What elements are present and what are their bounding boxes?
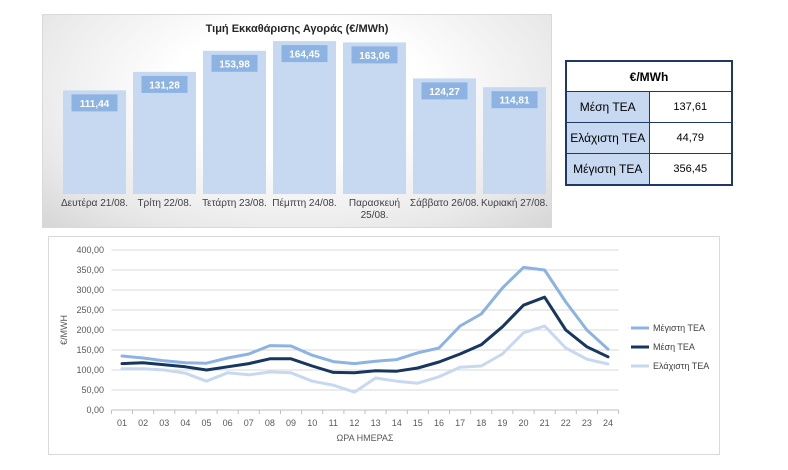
bar-category-label: Τρίτη 22/08.	[137, 198, 192, 209]
bar	[203, 50, 266, 194]
x-tick-label: 01	[117, 418, 127, 428]
y-tick-label: 50,00	[81, 385, 104, 395]
bar-category-label: Δευτέρα 21/08.	[60, 198, 129, 209]
table-row: Μέση ΤΕΑ 137,61	[565, 91, 733, 123]
bar	[343, 42, 406, 195]
stats-table-header: €/MWh	[565, 60, 733, 92]
y-tick-label: 100,00	[76, 365, 104, 375]
stats-label-max: Μέγιστη ΤΕΑ	[565, 153, 650, 186]
line-chart-plot: 0,00 50,00 100,00 150,00 200,00 250,00 300,00 3…	[59, 245, 709, 443]
bar-value-label: 164,45	[289, 50, 320, 61]
bar-value-label: 153,98	[219, 59, 250, 70]
bar-category-label: Παρασκευή 25/08.	[348, 198, 401, 221]
table-row: Ελάχιστη ΤΕΑ 44,79	[565, 122, 733, 154]
y-tick-label: 400,00	[76, 245, 104, 255]
y-tick-label: 150,00	[76, 345, 104, 355]
bar-value-label-box	[421, 82, 468, 100]
bar-category-label: Σάββατο 26/08.	[409, 198, 480, 209]
x-tick-label: 06	[223, 418, 233, 428]
legend-label: Μέση ΤΕΑ	[653, 342, 695, 352]
x-tick-label: 15	[413, 418, 423, 428]
y-tick-label: 300,00	[76, 285, 104, 295]
bar-chart-plot: 111,44 131,28 153,98 164,45 163,06 124,27 114,…	[63, 41, 546, 195]
x-tick-label: 08	[265, 418, 275, 428]
bar-category-labels: Δευτέρα 21/08. Τρίτη 22/08. Τετάρτη 23/08.…	[43, 15, 551, 227]
y-tick-label: 200,00	[76, 325, 104, 335]
bar-chart-title: Τιμή Εκκαθάρισης Αγοράς (€/MWh)	[205, 23, 389, 35]
x-tick-label: 24	[603, 418, 613, 428]
stats-table: €/MWh Μέση ΤΕΑ 137,61 Ελάχιστη ΤΕΑ 44,79…	[565, 60, 733, 186]
bar-value-label-box	[281, 45, 328, 63]
stats-value-mean: 137,61	[648, 91, 733, 123]
x-tick-label: 11	[329, 418, 338, 428]
stats-value-min: 44,79	[648, 122, 733, 154]
x-tick-label: 23	[582, 418, 592, 428]
bar-value-label: 124,27	[429, 87, 460, 98]
stats-label-min: Ελάχιστη ΤΕΑ	[565, 122, 650, 154]
y-tick-label: 250,00	[76, 305, 104, 315]
x-tick-label: 07	[244, 418, 254, 428]
x-tick-label: 05	[201, 418, 211, 428]
y-axis-title: €/MWH	[59, 315, 69, 345]
line-chart: 0,00 50,00 100,00 150,00 200,00 250,00 300,00 3…	[48, 236, 720, 455]
x-tick-label: 12	[349, 418, 359, 428]
series-line-0	[120, 265, 610, 366]
legend-label: Ελάχιστη ΤΕΑ	[653, 361, 709, 371]
y-tick-label: 0,00	[86, 405, 104, 415]
x-tick-label: 14	[392, 418, 402, 428]
x-tick-label: 04	[180, 418, 190, 428]
bar-value-label-box	[71, 94, 118, 112]
x-tick-label: 18	[476, 418, 486, 428]
legend-label: Μέγιστη ΤΕΑ	[653, 323, 705, 333]
stats-value-max: 356,45	[648, 153, 733, 186]
bar-value-label: 131,28	[149, 80, 180, 91]
bar-category-label: Τετάρτη 23/08.	[202, 198, 267, 209]
bar-value-label-box	[141, 75, 188, 93]
x-tick-label: 10	[307, 418, 317, 428]
y-tick-label: 350,00	[76, 265, 104, 275]
x-tick-label: 21	[540, 418, 550, 428]
series-line-1	[120, 295, 610, 375]
bar-value-label: 114,81	[499, 96, 529, 107]
x-tick-label: 20	[518, 418, 528, 428]
x-tick-label: 17	[455, 418, 465, 428]
x-tick-label: 02	[138, 418, 148, 428]
bar-value-label-box	[351, 46, 398, 64]
x-tick-label: 13	[371, 418, 381, 428]
bar-category-label: Κυριακή 27/08.	[481, 198, 548, 209]
x-tick-label: 19	[497, 418, 507, 428]
bar-category-label: Πέμπτη 24/08.	[272, 198, 337, 209]
x-tick-label: 16	[434, 418, 444, 428]
table-header-row: €/MWh	[565, 60, 733, 92]
x-tick-label: 09	[286, 418, 296, 428]
bar-value-label: 111,44	[80, 99, 110, 110]
bar-chart: Τιμή Εκκαθάρισης Αγοράς (€/MWh) 111,44 13…	[42, 14, 552, 228]
x-tick-label: 22	[561, 418, 571, 428]
bar-value-label-box	[491, 91, 538, 109]
stats-label-mean: Μέση ΤΕΑ	[565, 91, 650, 123]
bar	[273, 41, 336, 194]
bar-value-label-box	[211, 54, 258, 72]
table-row: Μέγιστη ΤΕΑ 356,45	[565, 153, 733, 186]
x-tick-label: 03	[159, 418, 169, 428]
series-line-2	[120, 324, 610, 394]
bar-value-label: 163,06	[359, 51, 390, 62]
x-axis-title: ΩΡΑ ΗΜΕΡΑΣ	[337, 433, 394, 443]
